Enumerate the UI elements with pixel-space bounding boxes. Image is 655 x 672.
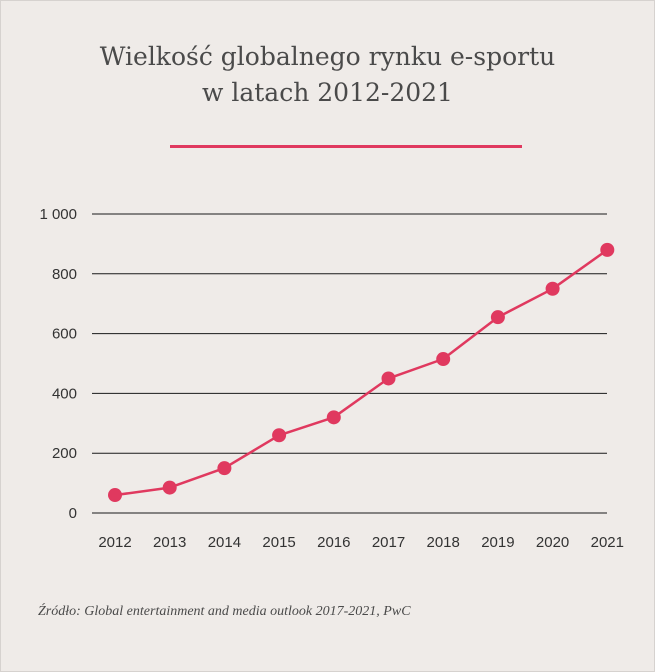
source-note: Źródło: Global entertainment and media o… — [38, 604, 411, 619]
data-point-2014 — [217, 461, 232, 476]
y-tick-label-200: 200 — [52, 445, 77, 462]
y-gridlines — [92, 213, 607, 514]
x-tick-label-2019: 2019 — [481, 534, 514, 551]
y-tick-label-600: 600 — [52, 326, 77, 343]
data-point-2013 — [162, 480, 177, 495]
x-axis-ticks: 2012 2013 2014 2015 2016 2017 2018 2019 2020 2021 — [98, 534, 624, 551]
y-tick-label-800: 800 — [52, 266, 77, 283]
data-point-2016 — [326, 410, 341, 425]
y-tick-label-400: 400 — [52, 385, 77, 402]
x-tick-label-2015: 2015 — [262, 534, 295, 551]
data-point-2020 — [545, 281, 560, 296]
y-tick-label-0: 0 — [69, 505, 77, 522]
y-tick-label-1000: 1 000 — [39, 206, 77, 223]
title-divider — [170, 145, 522, 148]
chart-title-line-2: w latach 2012-2021 — [202, 78, 453, 107]
x-tick-label-2017: 2017 — [372, 534, 405, 551]
series-line — [114, 248, 609, 497]
data-point-2012 — [108, 488, 122, 503]
x-tick-label-2014: 2014 — [208, 534, 241, 551]
x-tick-label-2020: 2020 — [536, 534, 569, 551]
y-axis-ticks: 0 200 400 600 800 1 000 — [39, 206, 77, 522]
x-tick-label-2013: 2013 — [153, 534, 186, 551]
x-tick-label-2012: 2012 — [98, 534, 131, 551]
data-point-2019 — [490, 310, 505, 325]
x-tick-label-2021: 2021 — [591, 534, 624, 551]
data-point-2018 — [436, 352, 451, 367]
data-points — [108, 242, 615, 503]
data-point-2017 — [381, 371, 396, 386]
chart-title: Wielkość globalnego rynku e-sportu w lat… — [1, 39, 654, 111]
data-point-2021 — [600, 242, 615, 257]
chart-title-line-1: Wielkość globalnego rynku e-sportu — [99, 42, 556, 71]
x-tick-label-2016: 2016 — [317, 534, 350, 551]
x-tick-label-2018: 2018 — [427, 534, 460, 551]
data-point-2015 — [272, 428, 287, 443]
